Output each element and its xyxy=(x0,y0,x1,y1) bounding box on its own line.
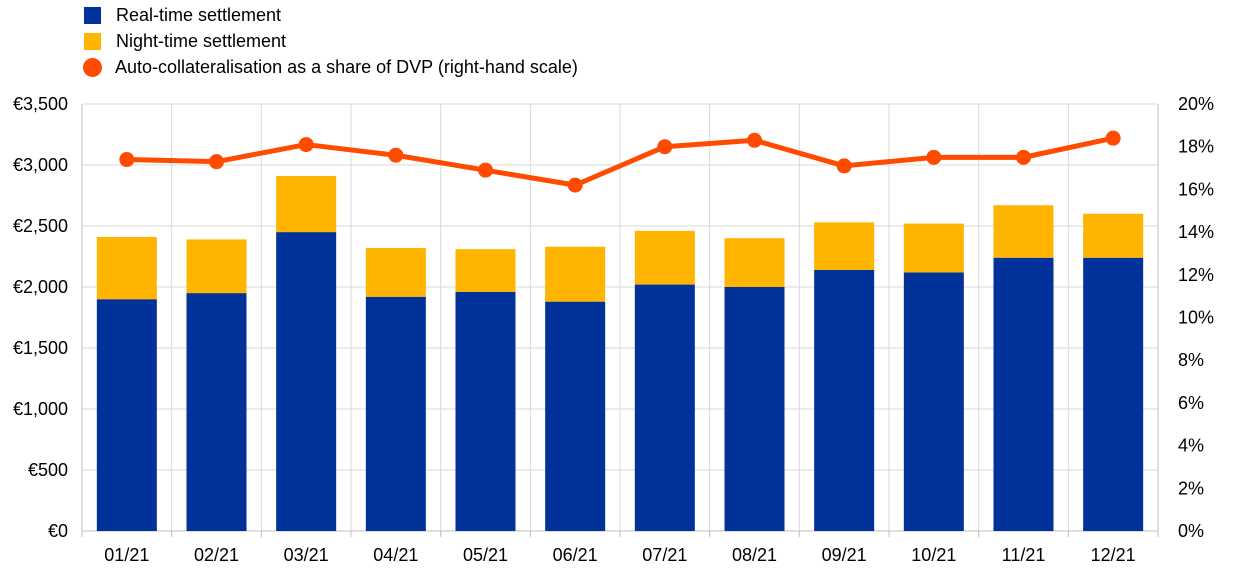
legend-item-auto-collateralisation: Auto-collateralisation as a share of DVP… xyxy=(83,54,578,80)
y-right-tick-label: 8% xyxy=(1178,350,1204,370)
legend-item-night-time: Night-time settlement xyxy=(84,28,578,54)
x-tick-label: 05/21 xyxy=(463,545,508,565)
point-auto-collateralisation xyxy=(747,132,762,148)
x-tick-label: 04/21 xyxy=(373,545,418,565)
y-right-tick-label: 2% xyxy=(1178,478,1204,498)
x-tick-label: 09/21 xyxy=(822,545,867,565)
y-right-tick-label: 18% xyxy=(1178,137,1214,157)
legend-label-auto-collateralisation: Auto-collateralisation as a share of DVP… xyxy=(115,56,578,77)
x-tick-label: 12/21 xyxy=(1091,545,1136,565)
y-left-tick-label: €500 xyxy=(28,460,68,480)
y-left-tick-label: €1,000 xyxy=(13,399,68,419)
point-auto-collateralisation xyxy=(209,154,224,170)
y-right-tick-label: 16% xyxy=(1178,179,1214,199)
bar-real-time xyxy=(186,293,247,531)
point-auto-collateralisation xyxy=(836,158,852,174)
bar-real-time xyxy=(814,269,875,531)
bar-night-time xyxy=(724,238,785,287)
bar-real-time xyxy=(634,284,695,531)
bar-night-time xyxy=(1083,213,1144,258)
bar-night-time xyxy=(276,175,337,233)
point-auto-collateralisation xyxy=(119,152,135,168)
point-auto-collateralisation xyxy=(1016,149,1031,165)
bar-real-time xyxy=(545,301,606,531)
legend-swatch-night-time xyxy=(84,32,101,50)
y-left-tick-label: €1,500 xyxy=(13,338,68,358)
x-tick-label: 06/21 xyxy=(553,545,598,565)
bar-night-time xyxy=(96,236,157,300)
x-tick-label: 02/21 xyxy=(194,545,239,565)
legend-label-real-time: Real-time settlement xyxy=(116,4,282,25)
chart-legend: Real-time settlement Night-time settleme… xyxy=(83,2,578,80)
bar-night-time xyxy=(186,239,247,294)
y-right-tick-label: 0% xyxy=(1178,521,1204,541)
x-tick-label: 08/21 xyxy=(732,545,777,565)
bar-real-time xyxy=(276,232,337,531)
bar-night-time xyxy=(903,223,964,273)
legend-item-real-time: Real-time settlement xyxy=(84,2,578,28)
y-left-tick-label: €2,000 xyxy=(13,277,68,297)
bar-night-time xyxy=(993,205,1054,258)
bar-night-time xyxy=(814,222,875,270)
y-left-tick-label: €3,500 xyxy=(13,94,68,114)
point-auto-collateralisation xyxy=(298,137,314,153)
legend-swatch-auto-collateralisation xyxy=(83,57,102,77)
bar-real-time xyxy=(903,272,964,531)
point-auto-collateralisation xyxy=(926,149,942,165)
y-right-tick-label: 6% xyxy=(1178,393,1204,413)
bar-real-time xyxy=(1083,257,1144,531)
line-auto-collateralisation xyxy=(126,135,1114,188)
bar-night-time xyxy=(634,230,695,285)
y-right-tick-label: 12% xyxy=(1178,265,1214,285)
point-auto-collateralisation xyxy=(388,147,404,163)
y-left-tick-label: €2,500 xyxy=(13,216,68,236)
legend-label-night-time: Night-time settlement xyxy=(116,30,287,51)
bar-real-time xyxy=(724,287,785,531)
x-tick-label: 11/21 xyxy=(1002,545,1046,565)
bar-night-time xyxy=(545,246,606,302)
point-auto-collateralisation xyxy=(478,162,493,178)
legend-swatch-real-time xyxy=(84,6,101,24)
point-auto-collateralisation xyxy=(1105,130,1121,146)
bar-real-time xyxy=(455,291,516,531)
x-tick-label: 01/21 xyxy=(104,545,149,565)
y-right-tick-label: 20% xyxy=(1178,94,1214,114)
y-right-tick-label: 4% xyxy=(1178,436,1204,456)
bar-real-time xyxy=(96,299,157,531)
point-auto-collateralisation xyxy=(657,139,673,155)
bar-real-time xyxy=(365,296,426,531)
y-left-tick-label: €3,000 xyxy=(13,155,68,175)
bar-real-time xyxy=(993,257,1054,531)
x-tick-label: 03/21 xyxy=(284,545,329,565)
x-tick-label: 07/21 xyxy=(642,545,687,565)
point-auto-collateralisation xyxy=(567,177,583,193)
bar-night-time xyxy=(455,249,516,292)
y-left-tick-label: €0 xyxy=(48,521,68,541)
bar-night-time xyxy=(365,247,426,297)
x-tick-label: 10/21 xyxy=(911,545,956,565)
y-right-tick-label: 14% xyxy=(1178,222,1214,242)
y-right-tick-label: 10% xyxy=(1178,308,1214,328)
